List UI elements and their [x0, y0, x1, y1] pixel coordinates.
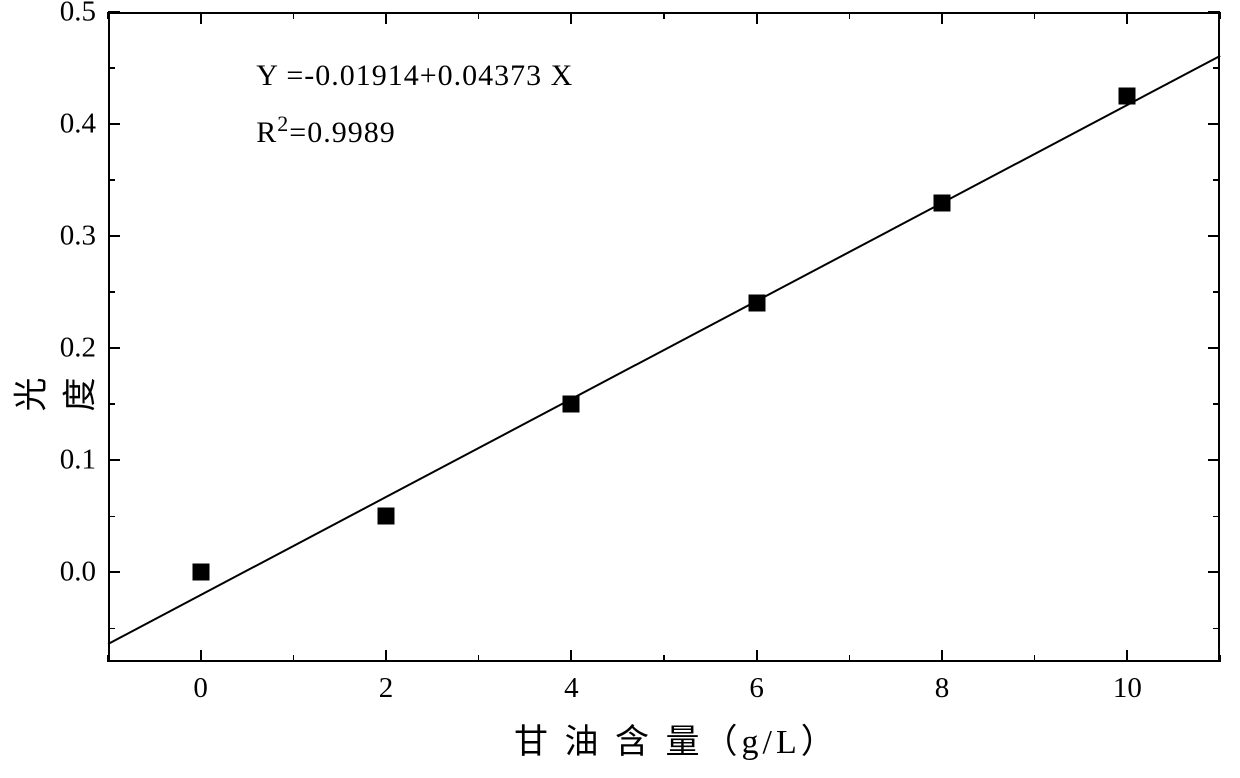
y-tick-minor [1213, 516, 1220, 518]
x-tick-minor [663, 12, 665, 19]
x-tick-major [570, 650, 572, 662]
y-tick-major [1208, 347, 1220, 349]
y-tick-major [108, 459, 120, 461]
y-tick-major [1208, 11, 1220, 13]
x-tick-major [570, 12, 572, 24]
y-tick-major [1208, 235, 1220, 237]
x-tick-major [200, 12, 202, 24]
x-tick-minor [1034, 12, 1036, 19]
y-tick-minor [108, 516, 115, 518]
x-tick-label: 0 [193, 672, 208, 705]
y-tick-major [108, 347, 120, 349]
x-tick-label: 4 [564, 672, 579, 705]
x-tick-label: 8 [935, 672, 950, 705]
y-tick-major [1208, 123, 1220, 125]
chart-annotation: R2=0.9989 [256, 111, 395, 150]
x-tick-major [385, 650, 387, 662]
x-tick-major [756, 12, 758, 24]
data-marker [934, 194, 951, 211]
x-tick-minor [1219, 12, 1221, 19]
x-tick-minor [107, 12, 109, 19]
data-marker [378, 508, 395, 525]
x-tick-major [941, 650, 943, 662]
y-tick-minor [108, 403, 115, 405]
y-tick-label: 0.2 [60, 332, 96, 365]
data-marker [748, 295, 765, 312]
x-tick-major [385, 12, 387, 24]
y-tick-major [108, 235, 120, 237]
x-tick-major [941, 12, 943, 24]
y-tick-minor [1213, 179, 1220, 181]
x-tick-label: 10 [1113, 672, 1142, 705]
x-tick-label: 2 [379, 672, 394, 705]
y-tick-minor [1213, 291, 1220, 293]
y-tick-label: 0.5 [60, 0, 96, 29]
plot-area [108, 12, 1220, 662]
y-tick-label: 0.4 [60, 108, 96, 141]
y-tick-minor [1213, 403, 1220, 405]
y-tick-major [1208, 571, 1220, 573]
y-tick-major [1208, 459, 1220, 461]
x-tick-minor [293, 12, 295, 19]
data-marker [563, 396, 580, 413]
y-axis-label: 吸光度 [0, 373, 102, 413]
chart-container: 0 2 4 6 8 10 0.0 0.1 0.2 0.3 0.4 0.5 Y =-0.01914+0.… [0, 0, 1240, 778]
y-tick-minor [108, 291, 115, 293]
y-tick-label: 0.3 [60, 220, 96, 253]
x-tick-minor [1219, 655, 1221, 662]
x-tick-minor [663, 655, 665, 662]
x-tick-minor [849, 12, 851, 19]
x-tick-label: 6 [749, 672, 764, 705]
x-tick-minor [1034, 655, 1036, 662]
y-tick-major [108, 123, 120, 125]
y-tick-minor [108, 179, 115, 181]
y-tick-minor [108, 67, 115, 69]
x-tick-minor [849, 655, 851, 662]
y-tick-minor [1213, 628, 1220, 630]
y-tick-label: 0.1 [60, 444, 96, 477]
data-marker [192, 564, 209, 581]
y-tick-major [108, 571, 120, 573]
x-tick-major [1126, 650, 1128, 662]
y-tick-major [108, 11, 120, 13]
x-tick-minor [478, 655, 480, 662]
x-tick-minor [293, 655, 295, 662]
y-tick-minor [108, 628, 115, 630]
y-tick-minor [1213, 67, 1220, 69]
x-tick-minor [478, 12, 480, 19]
data-marker [1119, 88, 1136, 105]
chart-annotation: Y =-0.01914+0.04373 X [256, 59, 573, 93]
x-tick-minor [107, 655, 109, 662]
x-tick-major [756, 650, 758, 662]
x-axis-label: 甘 油 含 量（g/L） [514, 714, 839, 763]
y-tick-label: 0.0 [60, 556, 96, 589]
x-tick-major [1126, 12, 1128, 24]
x-tick-major [200, 650, 202, 662]
